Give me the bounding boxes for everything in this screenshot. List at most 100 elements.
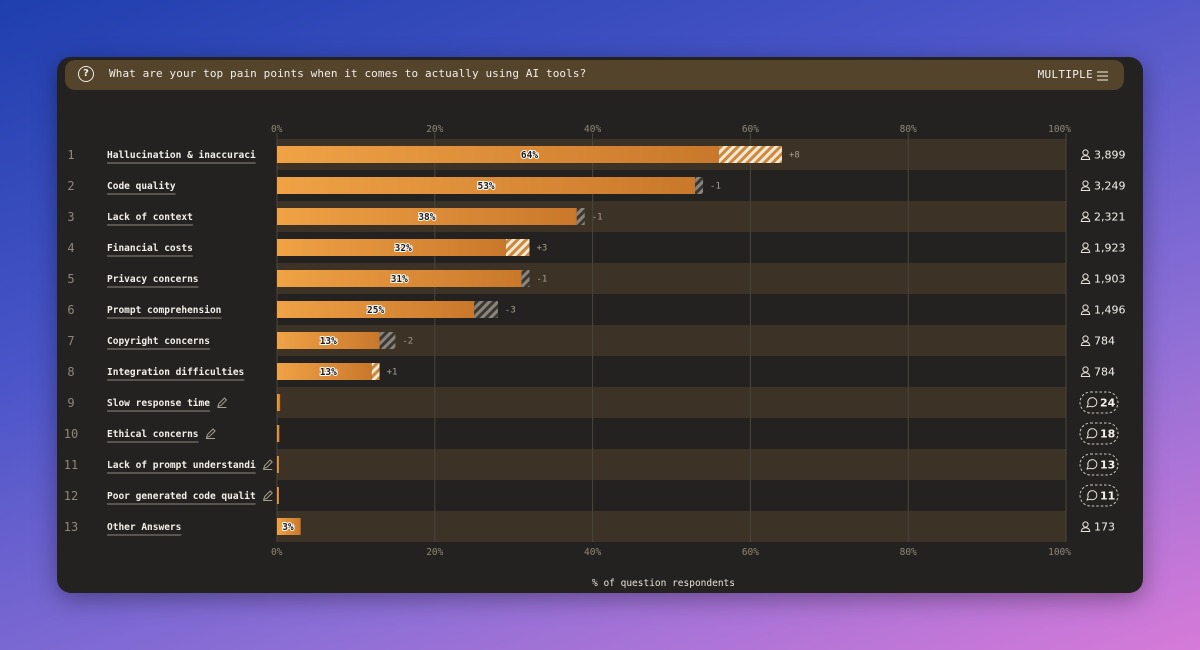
row-rank: 8 [67,365,74,379]
x-tick-label-top: 40% [584,124,601,135]
edit-pencil-icon[interactable] [262,490,273,501]
user-icon [1080,149,1091,160]
answer-label: Lack of prompt understandi [107,460,256,471]
comments-badge[interactable]: 11 [1079,484,1119,507]
row-background [277,511,1066,542]
row-rank: 5 [67,272,74,286]
user-icon [1080,335,1091,346]
user-icon [1080,242,1091,253]
answer-bar[interactable] [277,332,380,349]
question-text: What are your top pain points when it co… [109,67,587,80]
answer-bar[interactable] [277,270,522,287]
user-icon [1080,273,1091,284]
answer-bar[interactable] [277,208,577,225]
user-body [1080,341,1091,346]
user-head [1082,273,1089,280]
comments-badge-outline [1079,422,1119,445]
answer-label: Privacy concerns [107,274,199,285]
comments-badge[interactable]: 18 [1079,422,1119,445]
answer-label: Copyright concerns [107,336,210,347]
user-head [1082,304,1089,311]
answer-label: Ethical concerns [107,429,199,440]
answer-bar[interactable] [277,363,372,380]
respondent-count: 1,903 [1094,273,1126,286]
answer-bar[interactable] [277,394,281,411]
user-icon [1080,521,1091,532]
answer-label: Hallucination & inaccuraci [107,150,256,161]
row-rank: 6 [67,303,74,317]
answer-label: Code quality [107,181,176,192]
x-tick-label-bottom: 40% [584,547,601,558]
answer-bar[interactable] [277,177,696,194]
change-increase-bar [371,363,380,380]
change-increase-bar [505,239,530,256]
user-body [1080,248,1091,253]
comment-icon [1086,490,1098,501]
bar-value-label: 64% [521,150,538,161]
comments-badge-outline [1079,484,1119,507]
change-label: -1 [536,275,547,285]
row-rank: 3 [67,210,74,224]
row-rank: 1 [67,148,74,162]
edit-pencil-icon[interactable] [217,397,228,408]
answer-label: Poor generated code qualit [107,491,256,502]
bar-value-label: 13% [320,336,337,347]
answer-bar[interactable] [277,456,279,473]
answer-bar[interactable] [277,146,719,163]
row-rank: 12 [64,489,78,503]
respondent-count: 2,321 [1094,211,1126,224]
user-head [1082,335,1089,342]
x-tick-label-top: 0% [271,124,283,135]
change-label: +3 [536,244,547,254]
bar-value-label: 31% [391,274,408,285]
change-label: +8 [789,151,800,161]
row-background [277,325,1066,356]
question-bar: ? What are your top pain points when it … [65,60,1124,90]
bar-value-label: 38% [418,212,435,223]
user-head [1082,180,1089,187]
user-head [1082,242,1089,249]
x-tick-label-bottom: 0% [271,547,283,558]
edit-pencil-icon[interactable] [262,459,273,470]
answer-bar[interactable] [277,301,475,318]
row-rank: 9 [67,396,74,410]
answer-bar[interactable] [277,239,506,256]
user-body [1080,155,1091,160]
user-body [1080,527,1091,532]
comments-badge-outline [1079,453,1119,476]
row-rank: 11 [64,458,78,472]
comment-count: 24 [1100,397,1116,410]
answer-label: Integration difficulties [107,367,244,378]
bar-value-label: 53% [477,181,494,192]
comments-badge[interactable]: 13 [1079,453,1119,476]
comments-badge[interactable]: 24 [1079,391,1119,414]
x-tick-label-bottom: 60% [742,547,759,558]
comment-icon [1086,428,1098,439]
change-decrease-bar [576,208,585,225]
respondent-count: 3,899 [1094,149,1126,162]
x-tick-label-top: 80% [900,124,917,135]
row-rank: 2 [67,179,74,193]
pencil-shape [205,428,216,439]
change-label: -1 [710,182,721,192]
edit-pencil-icon[interactable] [205,428,216,439]
answer-bar[interactable] [277,518,301,535]
user-icon [1080,180,1091,191]
bar-value-label: 32% [395,243,412,254]
x-axis-label: % of question respondents [592,578,735,589]
respondent-count: 784 [1094,335,1115,348]
respondent-count: 1,496 [1094,304,1126,317]
answer-label: Financial costs [107,243,193,254]
change-label: -3 [505,306,516,316]
change-decrease-bar [379,332,396,349]
user-body [1080,186,1091,191]
x-tick-label-top: 100% [1048,124,1071,135]
user-body [1080,372,1091,377]
comment-icon [1086,397,1098,408]
user-head [1082,211,1089,218]
question-type-label: MULTIPLE [1037,68,1093,81]
answer-bar[interactable] [277,487,279,504]
bar-value-label: 3% [282,522,294,533]
answer-bar[interactable] [277,425,280,442]
